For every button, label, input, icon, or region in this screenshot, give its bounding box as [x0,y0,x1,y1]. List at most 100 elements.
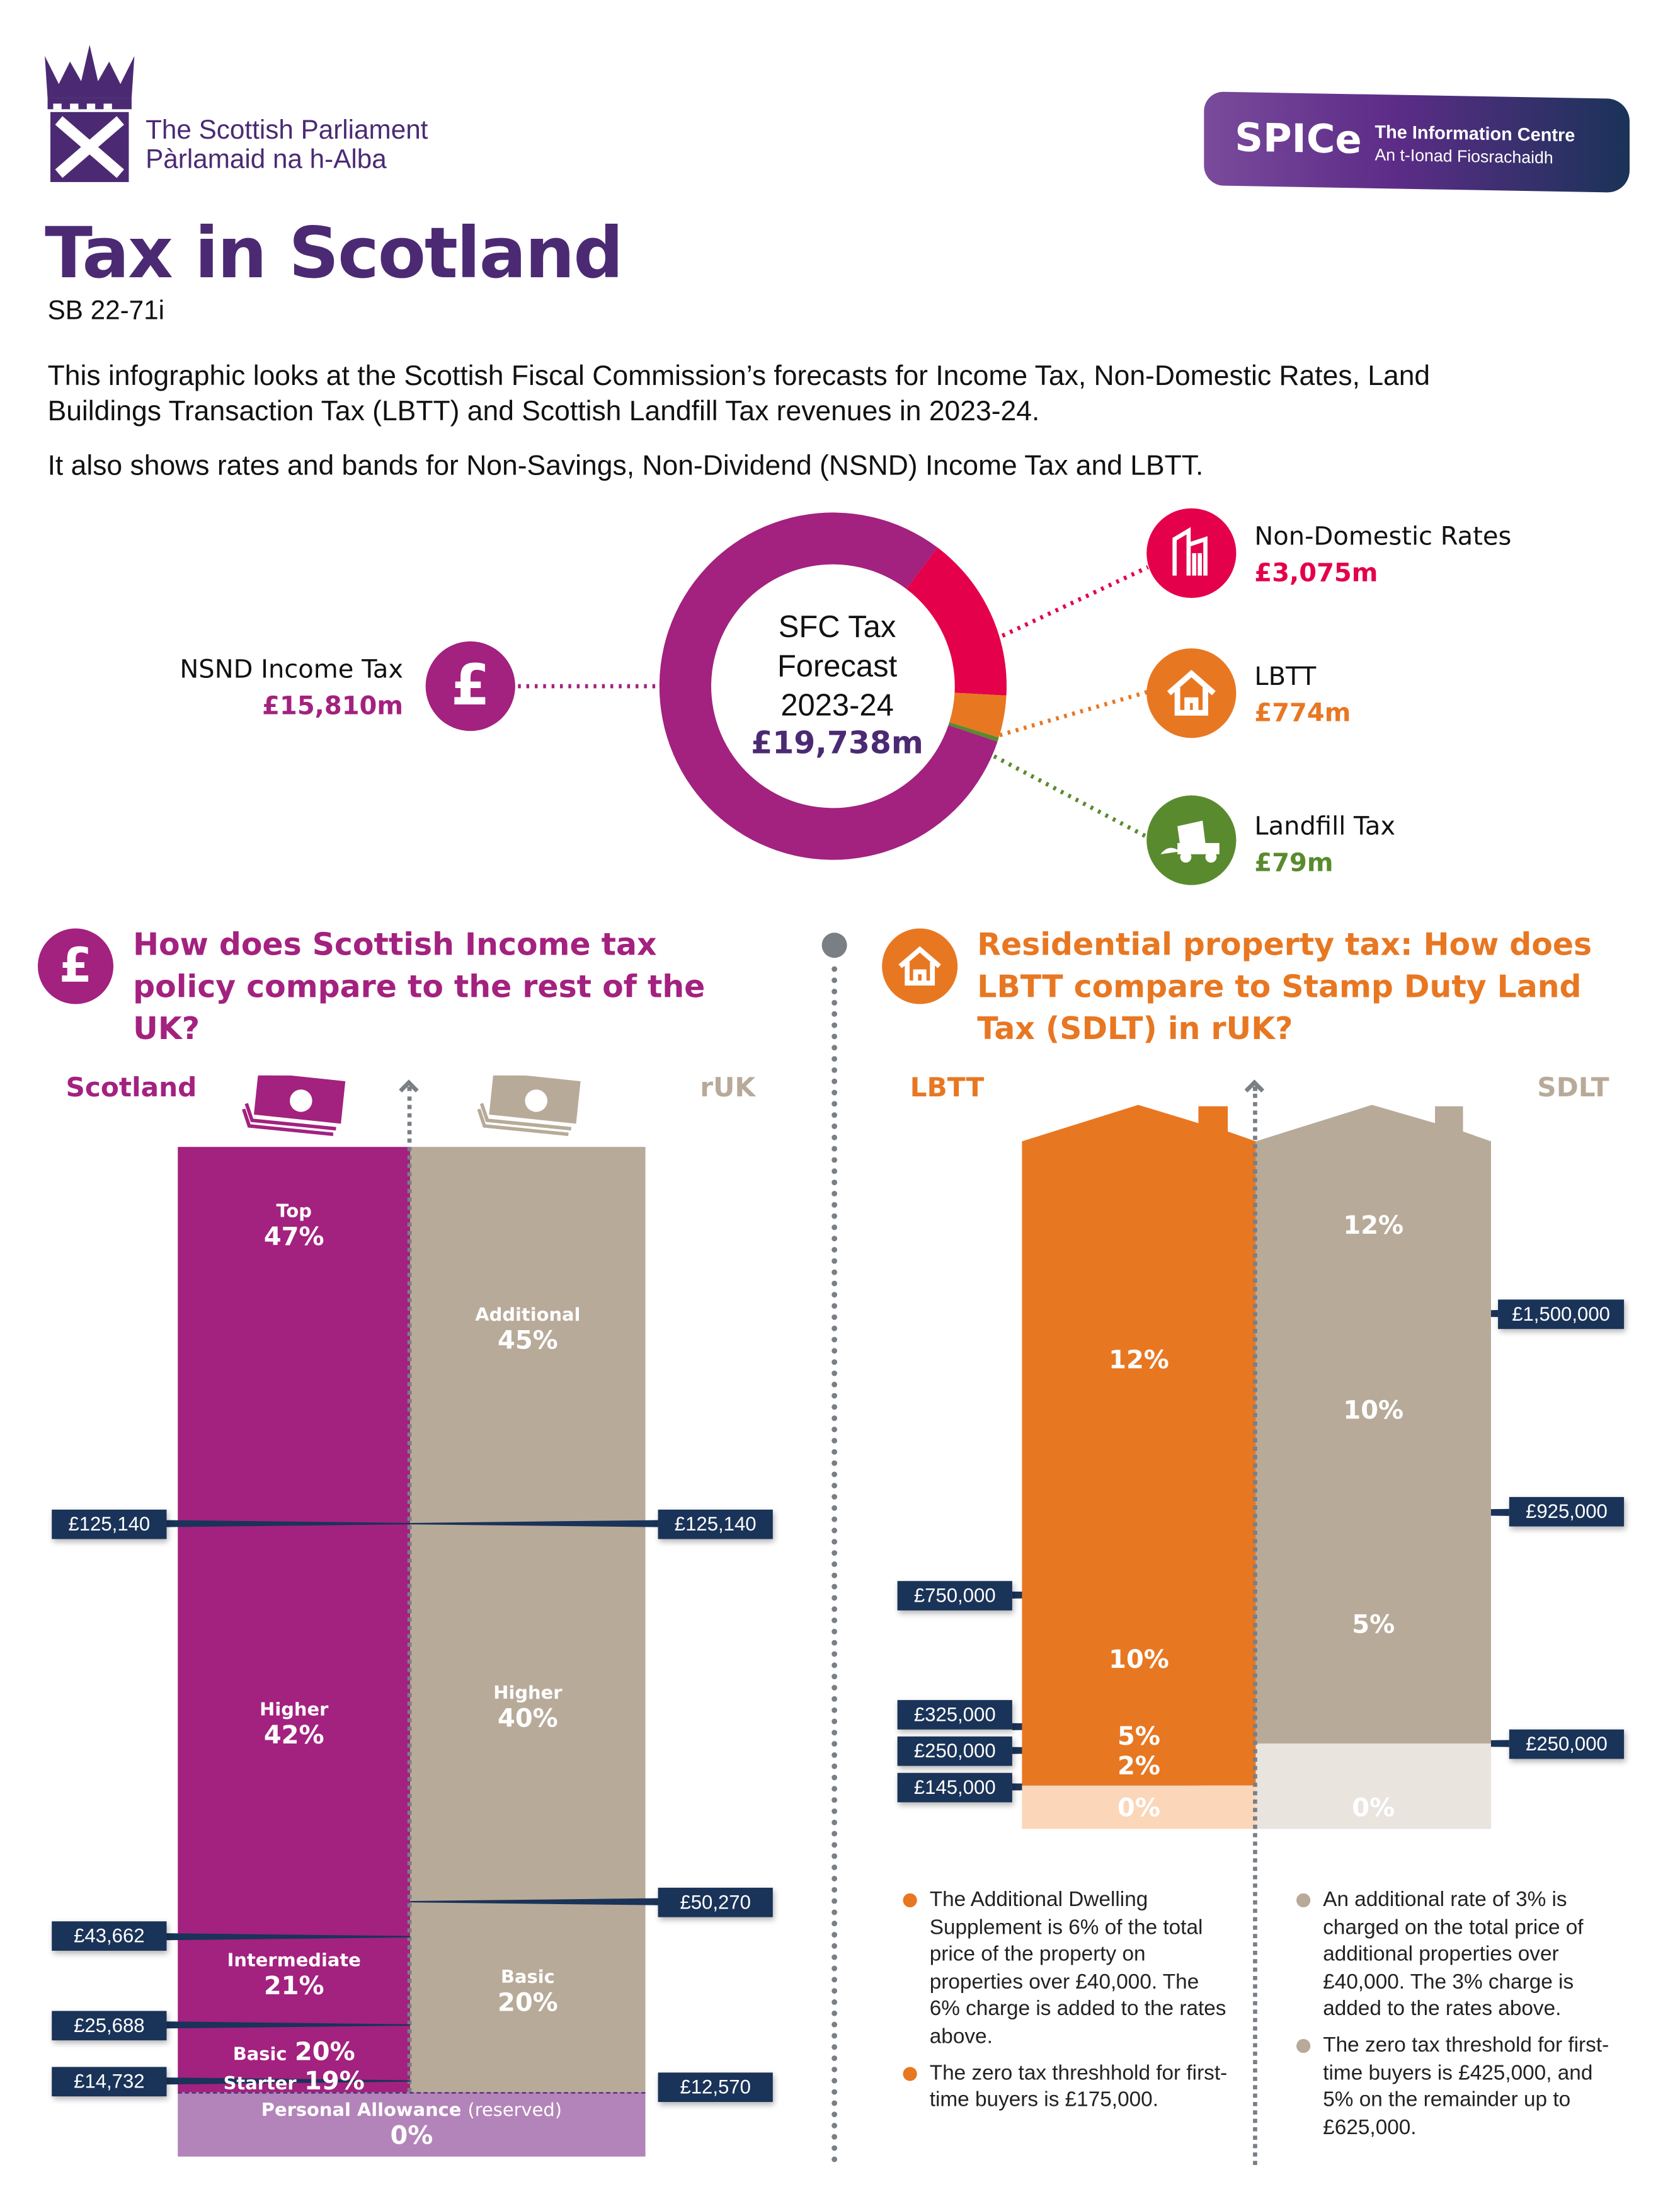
lbtt-rate: 10% [1109,1645,1169,1675]
sdlt-rate: 5% [1352,1610,1395,1640]
house-icon [1146,648,1237,738]
band-scotland-starter: Starter 19% [178,2067,410,2097]
threshold-label: £250,000 [1509,1729,1625,1759]
legend-label: LBTT [1254,662,1317,692]
band-scotland-top: Top 47% [178,1202,410,1252]
building-icon [1146,508,1237,599]
band-name: Basic [232,2044,287,2066]
band-scotland-intermediate: Intermediate 21% [178,1951,410,2001]
lbtt-rate: 2% [1117,1752,1160,1782]
threshold-label: £14,732 [52,2067,167,2097]
personal-allowance-band [178,2092,646,2157]
donut-segment-nsnd-income-tax [659,512,998,860]
intro-paragraph-2: It also shows rates and bands for Non-Sa… [47,451,1204,482]
band-name: Additional [475,1305,581,1326]
threshold-line [410,1520,658,1527]
parliament-name: The Scottish Parliament Pàrlamaid na h-A… [146,116,428,175]
parliament-name-en: The Scottish Parliament [146,116,428,146]
band-name: Higher [260,1700,329,1721]
note-item: The zero tax threshhold for first-time b… [903,2059,1231,2114]
donut-segment-non-domestic-rates [906,547,1007,696]
lbtt-label: LBTT [910,1072,985,1104]
band-name: Basic [500,1967,555,1989]
lbtt-zero-band [1022,1785,1256,1829]
legend-landfill: Landfill Tax £79m [1254,810,1395,883]
center-line-3: 2023-24 [780,687,894,723]
threshold-line [166,2077,411,2085]
banknotes-icon [477,1075,581,1136]
band-scotland-higher: Higher 42% [178,1700,410,1750]
band-rate: 21% [263,1972,324,2001]
legend-ndr: Non-Domestic Rates £3,075m [1254,520,1511,593]
threshold-label: £325,000 [897,1700,1012,1730]
donut-center-label: SFC Tax Forecast 2023-24 £19,738m [714,608,960,765]
sdlt-rate: 0% [1352,1794,1395,1823]
banknotes-icon [242,1075,346,1136]
band-name: Top [276,1201,312,1223]
scotland-label: Scotland [66,1072,197,1104]
income-axis-arrow [407,1086,412,2093]
connector-landfill [993,754,1150,840]
connector-ndr [1001,565,1149,638]
center-total: £19,738m [751,726,923,762]
band-rate: 47% [263,1222,324,1252]
band-rate: 20% [497,1988,558,2018]
threshold-label: £750,000 [897,1581,1012,1611]
ruk-label: rUK [700,1072,756,1104]
legend-value: £79m [1254,848,1334,878]
band-name: Starter [223,2074,297,2095]
threshold-line [410,1898,658,1905]
threshold-line [166,1933,411,1941]
connector-lbtt [998,689,1149,738]
threshold-label: £925,000 [1509,1496,1625,1527]
band-note: (reserved) [467,2100,562,2122]
property-axis-arrow [1253,1086,1257,2165]
threshold-label: £25,688 [52,2011,167,2041]
income-heading: How does Scottish Income tax policy comp… [133,928,706,1048]
pound-icon [38,928,114,1004]
band-rate: 45% [497,1326,558,1356]
sdlt-rate: 12% [1343,1211,1404,1241]
threshold-label: £125,140 [658,1509,773,1539]
section-divider [831,966,838,2164]
sdlt-notes: An additional rate of 3% is charged on t… [1296,1887,1624,2151]
pound-icon [425,641,515,732]
ruk-column [410,1147,646,2093]
property-heading: Residential property tax: How does LBTT … [977,928,1592,1048]
band-name: Intermediate [227,1950,361,1972]
band-name: Higher [493,1683,563,1704]
sdlt-rate: 10% [1343,1396,1404,1426]
threshold-label: £1,500,000 [1498,1299,1625,1329]
threshold-label: £12,570 [658,2072,773,2102]
threshold-label: £125,140 [52,1509,167,1539]
band-personal-allowance: Personal Allowance (reserved) 0% [178,2101,645,2151]
lbtt-rate: 12% [1109,1345,1169,1375]
document-reference: SB 22-71i [47,297,165,326]
sdlt-zero-band [1255,1743,1491,1829]
center-line-1: SFC Tax [778,609,896,645]
legend-nsnd: NSND Income Tax £15,810m [126,653,403,726]
legend-label: Non-Domestic Rates [1254,522,1512,552]
band-rate: 20% [294,2037,355,2067]
divider-dot [821,933,847,958]
tax-forecast-donut [518,512,1150,860]
parliament-name-gd: Pàrlamaid na h-Alba [146,146,387,175]
sdlt-label: SDLT [1537,1072,1609,1104]
band-rate: 0% [390,2122,433,2151]
note-item: The zero tax threshold for first-time bu… [1296,2032,1624,2142]
band-ruk-basic: Basic 20% [410,1968,645,2018]
donut-segment-landfill-tax [948,722,999,742]
band-name: Personal Allowance [261,2100,462,2122]
house-icon [882,928,958,1004]
threshold-line [166,2021,411,2029]
legend-value: £774m [1254,699,1351,728]
intro-paragraph: This infographic looks at the Scottish F… [47,361,1431,427]
band-ruk-higher: Higher 40% [410,1683,645,1733]
threshold-label: £250,000 [897,1736,1012,1766]
legend-label: Landfill Tax [1254,812,1396,842]
legend-label: NSND Income Tax [180,655,404,685]
threshold-line [166,1520,411,1527]
band-rate: 19% [304,2067,365,2097]
